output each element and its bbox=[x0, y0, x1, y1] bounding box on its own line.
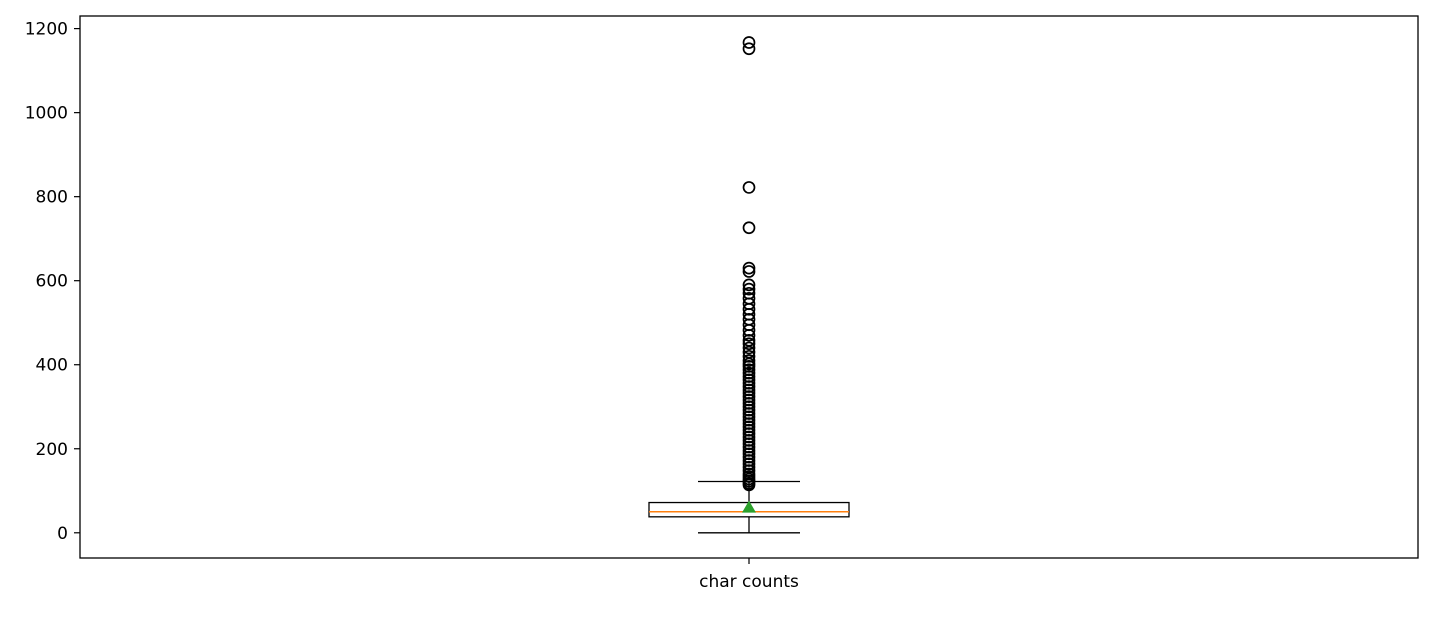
outlier-point bbox=[742, 42, 756, 56]
y-tick-label: 200 bbox=[36, 440, 68, 460]
y-tick-label: 0 bbox=[57, 524, 68, 544]
outlier-point bbox=[742, 181, 756, 194]
outlier-point bbox=[742, 427, 756, 440]
outlier-point bbox=[742, 360, 756, 373]
outlier-point bbox=[742, 366, 756, 380]
outlier-point bbox=[742, 407, 756, 420]
outlier-point bbox=[742, 447, 756, 461]
y-axis: 0 200 400 600 800 1000 1200 bbox=[25, 20, 80, 544]
outlier-point bbox=[742, 302, 756, 316]
outlier-point bbox=[742, 390, 756, 404]
outlier-point bbox=[742, 423, 756, 437]
outlier-point bbox=[742, 400, 756, 414]
y-tick-label: 400 bbox=[36, 356, 68, 376]
outlier-point bbox=[742, 444, 756, 457]
outlier-point bbox=[742, 478, 756, 492]
outlier-point bbox=[742, 434, 756, 447]
outlier-point bbox=[742, 376, 756, 390]
outlier-point bbox=[742, 354, 756, 367]
outlier-point bbox=[742, 393, 756, 407]
outlier-point bbox=[742, 341, 756, 355]
outlier-point bbox=[742, 278, 756, 292]
x-tick-label: char counts bbox=[699, 572, 799, 592]
outlier-point bbox=[742, 349, 756, 363]
outlier-point bbox=[742, 430, 756, 444]
y-tick-label: 600 bbox=[36, 272, 68, 292]
y-tick-label: 1000 bbox=[25, 104, 68, 124]
outlier-point bbox=[742, 420, 756, 434]
outlier-point bbox=[742, 221, 756, 235]
outlier-point bbox=[742, 417, 756, 430]
outlier-point bbox=[742, 440, 756, 454]
outlier-point bbox=[742, 36, 756, 49]
x-axis: char counts bbox=[699, 558, 799, 592]
y-tick-label: 800 bbox=[36, 188, 68, 208]
box-plot bbox=[648, 36, 850, 534]
outlier-point bbox=[742, 410, 756, 424]
mean-marker bbox=[742, 500, 756, 513]
outlier-point bbox=[742, 397, 756, 410]
y-tick-label: 1200 bbox=[25, 20, 68, 40]
outlier-point bbox=[742, 265, 756, 278]
outlier-point bbox=[742, 282, 756, 296]
outlier-point bbox=[742, 457, 756, 471]
outlier-point bbox=[742, 450, 756, 464]
outlier-point bbox=[742, 413, 756, 427]
outlier-point bbox=[742, 386, 756, 400]
outlier-point bbox=[742, 383, 756, 397]
outlier-point bbox=[742, 337, 756, 351]
outlier-point bbox=[742, 437, 756, 451]
outlier-point bbox=[742, 403, 756, 417]
outlier-point bbox=[742, 261, 756, 275]
outlier-point bbox=[742, 380, 756, 393]
outlier-point bbox=[742, 363, 756, 377]
outlier-point bbox=[742, 454, 756, 467]
outlier-point bbox=[742, 370, 756, 383]
outlier-point bbox=[742, 328, 756, 342]
outlier-point bbox=[742, 373, 756, 387]
outlier-point bbox=[742, 323, 756, 337]
